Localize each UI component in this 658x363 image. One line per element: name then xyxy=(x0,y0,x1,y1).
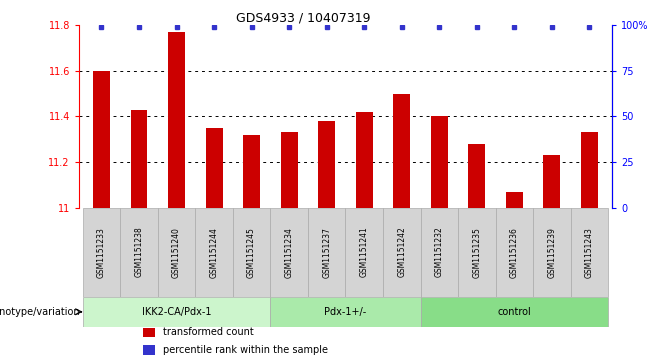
Bar xyxy=(83,208,120,297)
Bar xyxy=(281,132,297,208)
Bar xyxy=(570,208,608,297)
Bar xyxy=(495,208,533,297)
Bar xyxy=(270,208,308,297)
Bar xyxy=(120,208,158,297)
Bar xyxy=(233,208,270,297)
Bar xyxy=(345,208,383,297)
Bar xyxy=(308,208,345,297)
Bar xyxy=(383,208,420,297)
Text: genotype/variation: genotype/variation xyxy=(0,307,80,317)
Bar xyxy=(544,155,561,208)
Bar xyxy=(93,71,110,208)
Text: GSM1151238: GSM1151238 xyxy=(134,227,143,277)
Text: IKK2-CA/Pdx-1: IKK2-CA/Pdx-1 xyxy=(141,307,211,317)
Bar xyxy=(130,110,147,208)
Bar xyxy=(420,297,608,327)
Bar xyxy=(270,297,420,327)
Bar xyxy=(318,121,335,208)
Bar xyxy=(195,208,233,297)
Bar xyxy=(143,328,155,337)
Text: GSM1151245: GSM1151245 xyxy=(247,227,256,278)
Text: control: control xyxy=(497,307,531,317)
Bar xyxy=(356,112,372,208)
Text: GSM1151236: GSM1151236 xyxy=(510,227,519,278)
Bar xyxy=(243,135,260,208)
Bar xyxy=(431,117,447,208)
Text: GSM1151233: GSM1151233 xyxy=(97,227,106,278)
Bar xyxy=(206,128,222,208)
Bar xyxy=(458,208,495,297)
Text: GSM1151235: GSM1151235 xyxy=(472,227,481,278)
Text: GSM1151244: GSM1151244 xyxy=(210,227,218,278)
Bar xyxy=(533,208,570,297)
Text: GSM1151240: GSM1151240 xyxy=(172,227,181,278)
Bar xyxy=(420,208,458,297)
Bar xyxy=(506,192,523,208)
Bar xyxy=(168,32,185,208)
Bar xyxy=(158,208,195,297)
Text: Pdx-1+/-: Pdx-1+/- xyxy=(324,307,367,317)
Bar xyxy=(143,346,155,355)
Text: GSM1151243: GSM1151243 xyxy=(585,227,594,278)
Text: GSM1151234: GSM1151234 xyxy=(285,227,293,278)
Text: transformed count: transformed count xyxy=(163,327,254,337)
Text: GSM1151241: GSM1151241 xyxy=(360,227,368,277)
Bar xyxy=(83,297,270,327)
Bar xyxy=(581,132,598,208)
Bar xyxy=(468,144,485,208)
Text: GSM1151237: GSM1151237 xyxy=(322,227,331,278)
Bar xyxy=(393,94,410,208)
Title: GDS4933 / 10407319: GDS4933 / 10407319 xyxy=(236,11,370,24)
Text: GSM1151242: GSM1151242 xyxy=(397,227,406,277)
Text: GSM1151239: GSM1151239 xyxy=(547,227,557,278)
Text: percentile rank within the sample: percentile rank within the sample xyxy=(163,345,328,355)
Text: GSM1151232: GSM1151232 xyxy=(435,227,443,277)
